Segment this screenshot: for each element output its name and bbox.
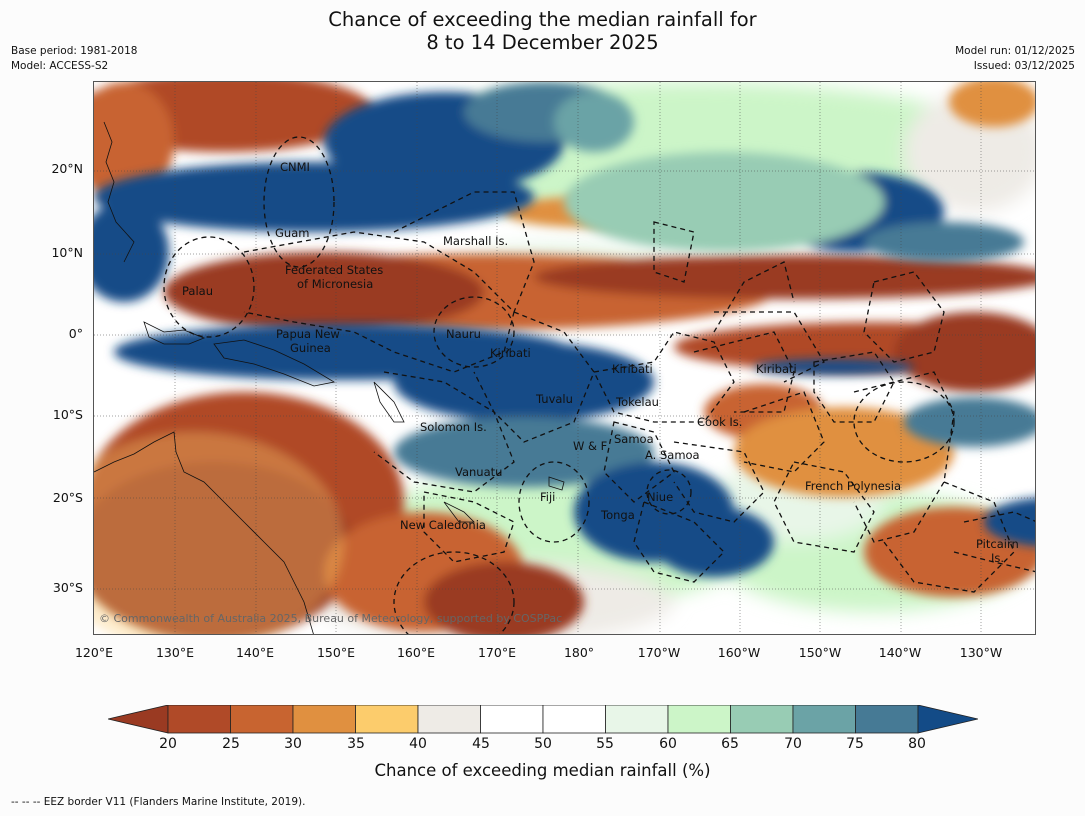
lat-label-30s: 30°S xyxy=(52,580,83,595)
label-kiribati-west: Kiribati xyxy=(490,346,531,360)
label-palau: Palau xyxy=(182,284,213,298)
model-run: Model run: 01/12/2025 xyxy=(955,45,1075,57)
label-fiji: Fiji xyxy=(540,490,555,504)
label-american-samoa: A. Samoa xyxy=(645,448,700,462)
eez-borders xyxy=(163,136,1035,634)
lon-label-140w: 140°W xyxy=(878,645,922,660)
label-png-line1: Papua New xyxy=(276,327,340,341)
base-period: Base period: 1981-2018 xyxy=(11,45,138,57)
colorbar-segment xyxy=(480,705,544,734)
lon-label-120e: 120°E xyxy=(74,645,113,660)
metadata-right: Model run: 01/12/2025 Issued: 03/12/2025 xyxy=(955,44,1075,74)
colorbar-tick-55: 55 xyxy=(596,736,614,752)
colorbar-segment xyxy=(730,705,794,734)
label-fsm-line1: Federated States xyxy=(285,263,383,277)
label-vanuatu: Vanuatu xyxy=(455,465,502,479)
colorbar-tick-45: 45 xyxy=(472,736,490,752)
colorbar-extend-high xyxy=(917,705,978,734)
colorbar xyxy=(108,705,978,734)
region-labels: CNMI Guam Marshall Is. Federated States … xyxy=(182,160,1019,565)
lon-label-170w: 170°W xyxy=(637,645,681,660)
map-title-line1: Chance of exceeding the median rainfall … xyxy=(328,8,757,31)
colorbar-tick-65: 65 xyxy=(721,736,739,752)
rainfall-probability-map: CNMI Guam Marshall Is. Federated States … xyxy=(93,81,1036,635)
label-kiribati-east: Kiribati xyxy=(756,362,797,376)
lon-label-160w: 160°W xyxy=(717,645,761,660)
label-cnmi: CNMI xyxy=(280,160,310,174)
label-pitcairn-line1: Pitcairn xyxy=(976,537,1019,551)
colorbar-segment xyxy=(792,705,856,734)
label-tonga: Tonga xyxy=(600,508,635,522)
eez-footnote: -- -- -- EEZ border V11 (Flanders Marine… xyxy=(11,796,306,808)
colorbar-segment xyxy=(542,705,606,734)
label-cook-is: Cook Is. xyxy=(697,415,742,429)
issued-date: Issued: 03/12/2025 xyxy=(973,60,1075,72)
label-new-caledonia: New Caledonia xyxy=(400,518,486,532)
label-solomon-is: Solomon Is. xyxy=(420,420,487,434)
rainfall-field-wet xyxy=(94,82,1035,577)
lat-label-20s: 20°S xyxy=(52,490,83,505)
lat-label-0: 0° xyxy=(68,326,83,341)
label-nauru: Nauru xyxy=(446,327,481,341)
colorbar-tick-20: 20 xyxy=(159,736,177,752)
colorbar-extend-low xyxy=(108,705,169,734)
lon-label-180: 180° xyxy=(563,645,595,660)
model-name: Model: ACCESS-S2 xyxy=(11,60,109,72)
colorbar-segment xyxy=(230,705,294,734)
colorbar-tick-25: 25 xyxy=(222,736,240,752)
lon-label-130e: 130°E xyxy=(155,645,194,660)
label-tokelau: Tokelau xyxy=(615,395,659,409)
lon-label-150e: 150°E xyxy=(316,645,355,660)
label-marshall-is: Marshall Is. xyxy=(443,234,508,248)
metadata-left: Base period: 1981-2018 Model: ACCESS-S2 xyxy=(11,44,137,74)
label-samoa: Samoa xyxy=(614,432,654,446)
colorbar-tick-70: 70 xyxy=(784,736,802,752)
map-title-line2: 8 to 14 December 2025 xyxy=(426,31,659,54)
label-pitcairn-line2: Is. xyxy=(991,551,1004,565)
colorbar-segment xyxy=(355,705,419,734)
colorbar-segment xyxy=(605,705,669,734)
label-tuvalu: Tuvalu xyxy=(535,392,573,406)
lon-label-170e: 170°E xyxy=(477,645,516,660)
lat-label-20n: 20°N xyxy=(51,161,83,176)
colorbar-segment xyxy=(417,705,481,734)
lon-label-140e: 140°E xyxy=(235,645,274,660)
lon-label-150w: 150°W xyxy=(798,645,842,660)
label-kiribati-central: Kiribati xyxy=(612,362,653,376)
colorbar-tick-50: 50 xyxy=(534,736,552,752)
colorbar-tick-35: 35 xyxy=(347,736,365,752)
label-niue: Niue xyxy=(647,490,673,504)
label-wallis-futuna: W & F xyxy=(573,439,607,453)
label-png-line2: Guinea xyxy=(290,341,331,355)
colorbar-segment xyxy=(167,705,231,734)
label-fsm-line2: of Micronesia xyxy=(297,277,373,291)
colorbar-segment xyxy=(667,705,731,734)
graticule xyxy=(94,82,1035,634)
lon-label-130w: 130°W xyxy=(959,645,1003,660)
colorbar-segment xyxy=(855,705,919,734)
lat-label-10s: 10°S xyxy=(52,407,83,422)
lat-label-10n: 10°N xyxy=(51,245,83,260)
lon-label-160e: 160°E xyxy=(396,645,435,660)
label-guam: Guam xyxy=(275,226,309,240)
colorbar-title: Chance of exceeding median rainfall (%) xyxy=(374,761,711,780)
colorbar-tick-80: 80 xyxy=(908,736,926,752)
map-canvas: CNMI Guam Marshall Is. Federated States … xyxy=(94,82,1035,634)
colorbar-tick-40: 40 xyxy=(409,736,427,752)
coastlines xyxy=(94,121,565,634)
copyright-notice: © Commonwealth of Australia 2025, Bureau… xyxy=(99,612,562,625)
colorbar-tick-30: 30 xyxy=(284,736,302,752)
colorbar-tick-75: 75 xyxy=(846,736,864,752)
label-french-polynesia: French Polynesia xyxy=(805,479,901,493)
colorbar-tick-60: 60 xyxy=(659,736,677,752)
colorbar-segment xyxy=(292,705,356,734)
